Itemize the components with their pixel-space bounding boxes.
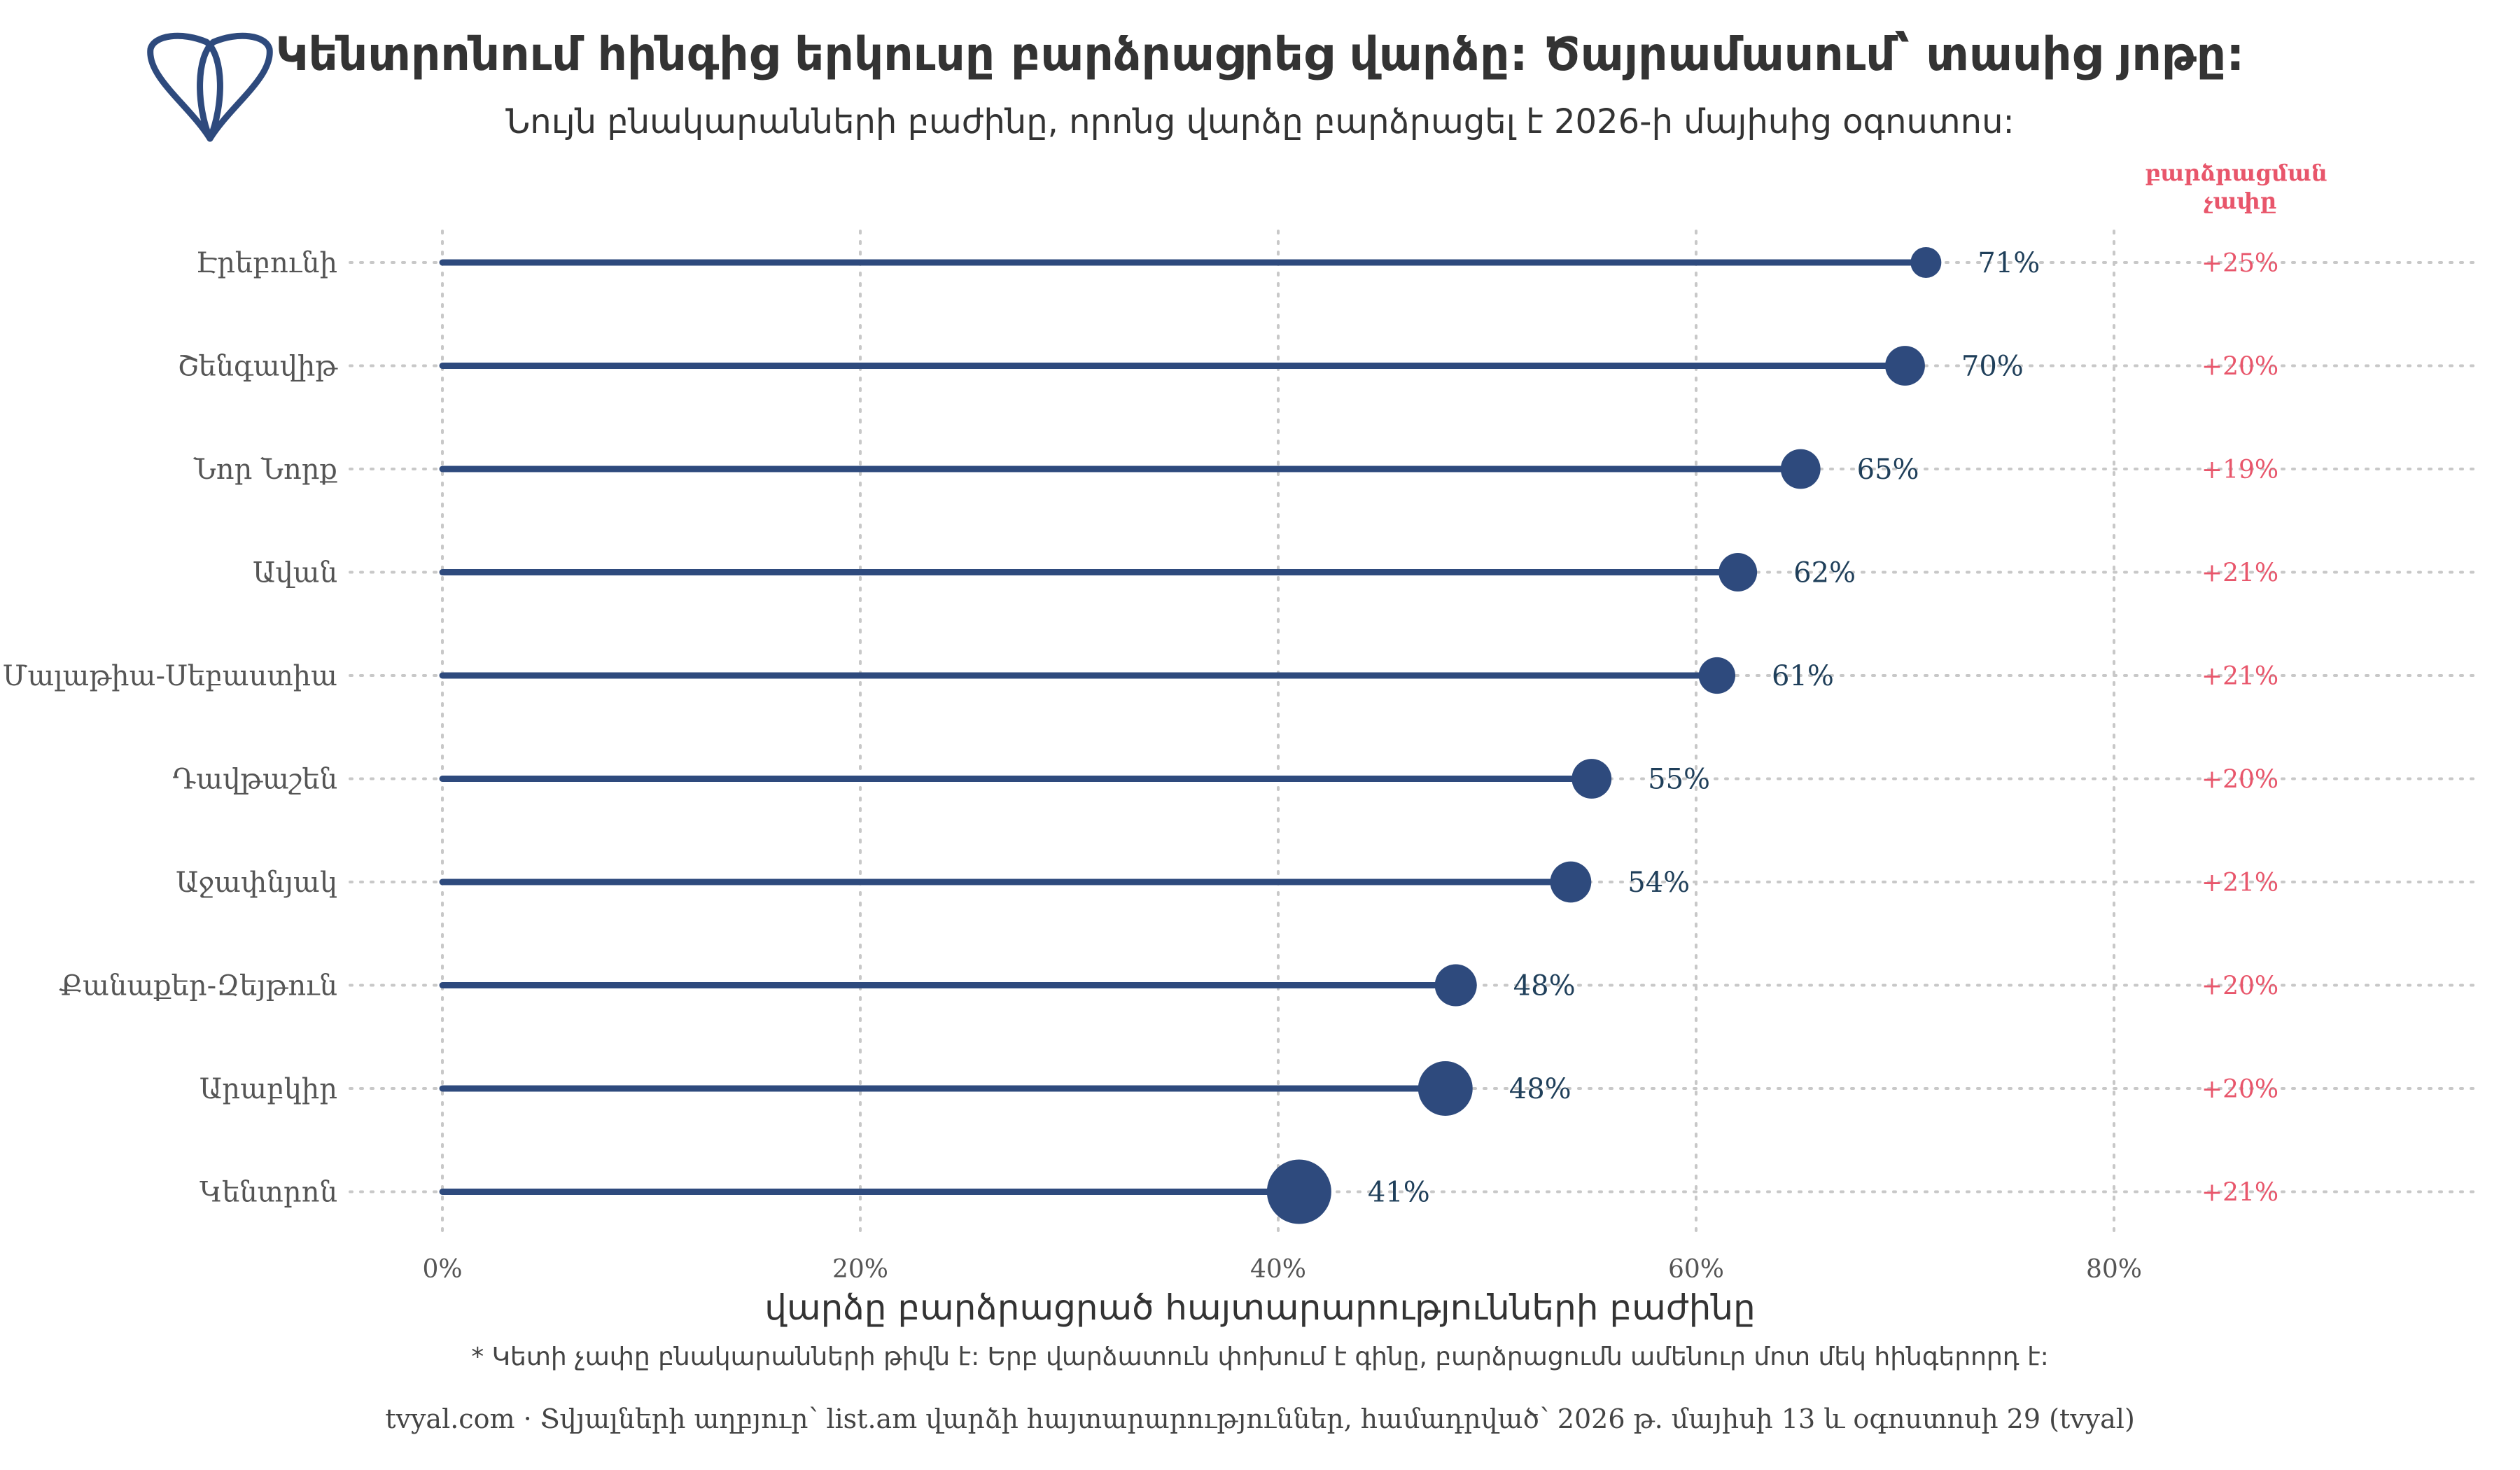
category-label: Ավան: [253, 557, 337, 589]
chart-title: Կենտրոնում հինգից երկուսը բարձրացրեց վար…: [275, 27, 2244, 81]
source-line: tvyal.com · Տվյալների աղբյուր՝ list.am վ…: [385, 1404, 2135, 1434]
x-tick-label: 20%: [832, 1255, 888, 1284]
labels: 0% 20% 40% 60% 80% Էրեբունի 71% +25% Շենգավիթ 70%…: [3, 247, 2279, 1284]
lollipop-dot: [1266, 1159, 1331, 1224]
category-label: Նոր Նորք: [193, 454, 338, 486]
rise-label: +20%: [2202, 353, 2278, 382]
x-tick-label: 80%: [2086, 1255, 2142, 1284]
category-label: Կենտրոն: [200, 1177, 337, 1209]
rise-header-line-1: բարձրացման: [2145, 160, 2328, 186]
x-tick-label: 60%: [1668, 1255, 1724, 1284]
value-label: 61%: [1772, 660, 1834, 692]
category-label: Դավթաշեն: [172, 764, 337, 796]
lollipop-dot: [1418, 1061, 1473, 1116]
value-label: 55%: [1648, 764, 1710, 796]
lollipop-dot: [1698, 657, 1736, 694]
value-label: 62%: [1793, 557, 1856, 589]
value-label: 71%: [1977, 247, 2040, 279]
category-label: Քանաքեր-Զեյթուն: [59, 970, 337, 1002]
x-axis-label: վարձը բարձրացրած հայտարարությունների բաժ…: [764, 1287, 1755, 1328]
rise-label: +20%: [2202, 972, 2278, 1001]
lollipop-dot: [1780, 449, 1821, 489]
rise-label: +20%: [2202, 766, 2278, 794]
value-label: 48%: [1513, 970, 1576, 1002]
chart-subtitle: Նույն բնակարանների բաժինը, որոնց վարձը բ…: [505, 102, 2014, 141]
rise-label: +21%: [2202, 1179, 2278, 1208]
lollipop-dot: [1885, 346, 1925, 386]
rise-label: +21%: [2202, 559, 2278, 588]
value-label: 41%: [1368, 1177, 1430, 1209]
lollipop-dot: [1434, 964, 1477, 1007]
tvyal-logo-icon: [147, 32, 273, 142]
grid: [349, 230, 2479, 1233]
lollipop-dot: [1718, 553, 1758, 592]
x-tick-label: 0%: [422, 1255, 462, 1284]
value-label: 48%: [1509, 1073, 1572, 1105]
rise-label: +20%: [2202, 1075, 2278, 1104]
rise-label: +19%: [2202, 456, 2278, 484]
category-label: Էրեբունի: [196, 247, 337, 279]
category-label: Մալաթիա-Սեբաստիա: [3, 660, 337, 692]
lollipop-dot: [1550, 861, 1592, 903]
rise-label: +25%: [2202, 249, 2278, 278]
rise-label: +21%: [2202, 869, 2278, 897]
lollipop-dot: [1572, 759, 1612, 799]
rise-label: +21%: [2202, 662, 2278, 691]
category-label: Արաբկիր: [200, 1073, 337, 1105]
rise-column-header: բարձրացման չափը: [2145, 160, 2335, 214]
lollipop-dot: [1910, 247, 1942, 278]
category-label: Շենգավիթ: [177, 351, 338, 383]
value-label: 54%: [1628, 867, 1690, 899]
footnote: * Կետի չափը բնակարանների թիվն է: Երբ վար…: [471, 1343, 2049, 1371]
rise-header-line-2: չափը: [2204, 188, 2276, 214]
value-label: 70%: [1961, 351, 2024, 383]
category-label: Աջափնյակ: [176, 867, 337, 899]
dots: [1266, 247, 1942, 1224]
value-label: 65%: [1857, 454, 1919, 486]
stems: [439, 259, 1929, 1195]
x-tick-label: 40%: [1250, 1255, 1306, 1284]
